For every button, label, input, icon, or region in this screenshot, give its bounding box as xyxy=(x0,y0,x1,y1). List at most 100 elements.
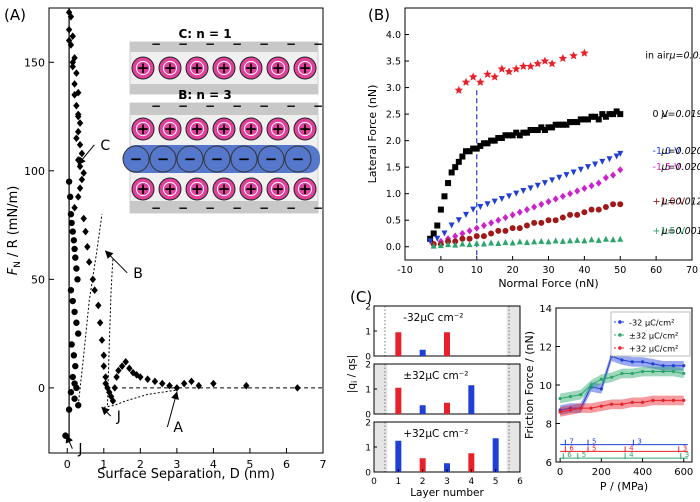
series-point xyxy=(491,198,498,205)
series-point xyxy=(602,113,609,120)
data-point-diamond xyxy=(69,32,76,41)
series-point xyxy=(588,113,595,120)
data-point-diamond xyxy=(89,275,97,284)
data-point-diamond xyxy=(73,101,80,110)
series-point xyxy=(581,237,588,244)
series-point xyxy=(520,188,527,195)
data-point-circle xyxy=(70,352,78,359)
surface-charge: − xyxy=(232,201,242,215)
series-band xyxy=(560,351,684,415)
data-point-diamond xyxy=(76,184,84,192)
series-point xyxy=(651,369,655,374)
layer-number-label: 6 xyxy=(569,444,574,452)
cation-ion-ring xyxy=(135,60,151,76)
series-point xyxy=(567,237,574,244)
series-point xyxy=(574,119,581,126)
series-point xyxy=(523,206,530,214)
series-point xyxy=(671,398,676,402)
y-axis-label-sub: N xyxy=(13,261,23,268)
cation-ion-ring xyxy=(162,60,178,76)
shaded-region xyxy=(506,306,520,356)
series-point xyxy=(541,180,548,187)
series-point xyxy=(459,153,466,160)
series-point xyxy=(682,364,686,368)
x-tick-label: -10 xyxy=(397,265,413,276)
series-point xyxy=(568,408,573,412)
data-point-circle xyxy=(65,406,73,413)
data-point-diamond xyxy=(80,214,87,223)
series-point xyxy=(545,238,552,245)
y-tick-label: 2.0 xyxy=(386,136,401,147)
series-point xyxy=(430,242,437,249)
annotation-arrow xyxy=(101,406,112,417)
series-point xyxy=(599,404,603,408)
data-point-diamond xyxy=(75,127,82,136)
cation-ion-bottom xyxy=(131,177,155,201)
data-point-circle xyxy=(69,373,76,381)
x-tick-label: 6 xyxy=(283,458,290,471)
series-point xyxy=(527,185,534,192)
annotation-label: C xyxy=(100,138,110,154)
data-point-diamond xyxy=(102,379,109,388)
y-tick-label: 2 xyxy=(365,419,371,429)
data-point-diamond xyxy=(144,375,151,383)
series-point xyxy=(430,230,437,237)
cation-ion-top-ring xyxy=(270,121,286,137)
bar xyxy=(468,453,475,472)
bar xyxy=(395,332,402,356)
data-point-circle xyxy=(75,330,82,337)
series-point xyxy=(541,127,548,134)
annotation-arrow xyxy=(77,144,95,166)
series-point xyxy=(661,369,665,374)
series-point xyxy=(480,140,487,147)
panel-label-a: (A) xyxy=(4,6,26,24)
series-name-label: +1.0 V xyxy=(653,197,686,208)
x-tick-label: 600 xyxy=(674,467,693,478)
data-point-circle xyxy=(73,319,80,326)
inset-n3-top-wall xyxy=(130,103,318,115)
series-point xyxy=(552,237,559,244)
data-point-diamond xyxy=(294,384,301,392)
data-point-circle xyxy=(73,265,80,272)
series-point xyxy=(617,166,624,174)
y-tick-label: 100 xyxy=(24,165,45,178)
y-axis-label-f: F xyxy=(6,267,21,275)
cation-ion-top xyxy=(212,117,236,141)
data-point-diamond xyxy=(73,69,80,77)
series-point xyxy=(552,217,559,224)
y-tick-label: 0 xyxy=(365,411,371,421)
data-point-diamond xyxy=(91,286,98,294)
series-band xyxy=(560,366,684,404)
series-point xyxy=(480,221,487,230)
series-point xyxy=(452,241,459,248)
series-point xyxy=(574,211,581,218)
series-point xyxy=(559,237,566,244)
surface-charge: − xyxy=(178,99,188,113)
cation-ion-bottom-sign: + xyxy=(299,180,312,198)
data-point-diamond xyxy=(69,58,76,67)
annotation-label: B xyxy=(133,266,143,282)
series-point xyxy=(466,148,473,155)
x-tick-label: 5 xyxy=(493,477,499,487)
x-tick-label: 2 xyxy=(420,477,426,487)
anion-sign: − xyxy=(292,150,305,168)
cation-ion-top-ring xyxy=(135,121,151,137)
surface-charge: − xyxy=(286,201,296,215)
series-point xyxy=(558,410,562,414)
series-point xyxy=(488,137,495,144)
data-point-diamond xyxy=(109,397,117,405)
data-point-diamond xyxy=(69,62,76,71)
data-point-circle xyxy=(70,237,78,244)
series-name-label: -1.5 V xyxy=(653,162,682,173)
cation-ion-bottom-sign: + xyxy=(218,180,231,198)
anion-ion xyxy=(176,145,204,173)
series-point xyxy=(606,156,613,163)
series-point xyxy=(466,235,473,242)
annotation-label: A xyxy=(173,420,183,436)
series-point xyxy=(483,69,492,78)
series-point xyxy=(459,229,466,238)
shaded-region xyxy=(506,364,520,414)
series-point xyxy=(509,225,516,232)
x-tick-label: 0 xyxy=(557,467,563,478)
series-point xyxy=(531,219,538,226)
